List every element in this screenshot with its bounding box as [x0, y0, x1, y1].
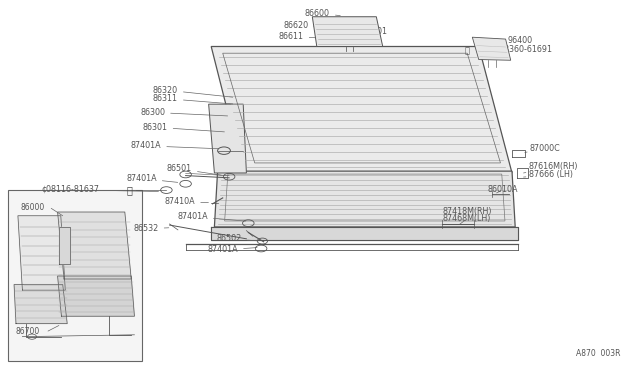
Text: 86601: 86601	[353, 27, 388, 36]
Polygon shape	[312, 17, 383, 46]
Text: 86532: 86532	[134, 224, 169, 233]
Polygon shape	[209, 104, 246, 173]
Text: 86300: 86300	[140, 108, 228, 117]
Polygon shape	[214, 171, 515, 227]
Polygon shape	[18, 216, 65, 290]
Text: 87666 (LH): 87666 (LH)	[524, 170, 573, 179]
Text: 86700: 86700	[16, 327, 40, 336]
Text: 86620: 86620	[283, 21, 330, 30]
Text: 87468M(LH): 87468M(LH)	[443, 214, 492, 224]
Text: 87401A: 87401A	[126, 174, 178, 183]
Text: ¢08116-81637: ¢08116-81637	[41, 185, 159, 194]
Text: 86301: 86301	[143, 123, 225, 132]
Text: 86501: 86501	[167, 164, 221, 175]
Text: 86320: 86320	[153, 86, 233, 97]
Polygon shape	[211, 46, 512, 173]
Text: 87401A: 87401A	[131, 141, 218, 150]
Text: 87616M(RH): 87616M(RH)	[524, 162, 578, 173]
Text: 86611: 86611	[278, 32, 324, 41]
Text: 86000: 86000	[20, 203, 45, 212]
Polygon shape	[58, 212, 131, 279]
Bar	[8, 190, 142, 361]
Polygon shape	[59, 227, 70, 264]
Polygon shape	[472, 37, 511, 60]
Text: 87000C: 87000C	[525, 144, 561, 153]
Text: 86502: 86502	[217, 234, 259, 243]
Text: Ⓢ: Ⓢ	[465, 47, 470, 56]
Text: 87410A: 87410A	[164, 197, 209, 206]
Text: 86010A: 86010A	[488, 185, 518, 194]
Text: 96400: 96400	[497, 36, 532, 45]
Text: 86311: 86311	[153, 94, 233, 104]
Text: 87401A: 87401A	[177, 212, 246, 221]
Text: 87418M(RH): 87418M(RH)	[443, 207, 492, 221]
Polygon shape	[211, 227, 518, 240]
Polygon shape	[14, 285, 67, 324]
Text: Ⓑ: Ⓑ	[126, 185, 132, 195]
Text: 86600: 86600	[305, 9, 340, 17]
Polygon shape	[58, 276, 134, 316]
Text: 87401A: 87401A	[207, 246, 257, 254]
Text: A870  003R: A870 003R	[576, 349, 621, 358]
Text: ©08360-61691: ©08360-61691	[481, 45, 552, 54]
